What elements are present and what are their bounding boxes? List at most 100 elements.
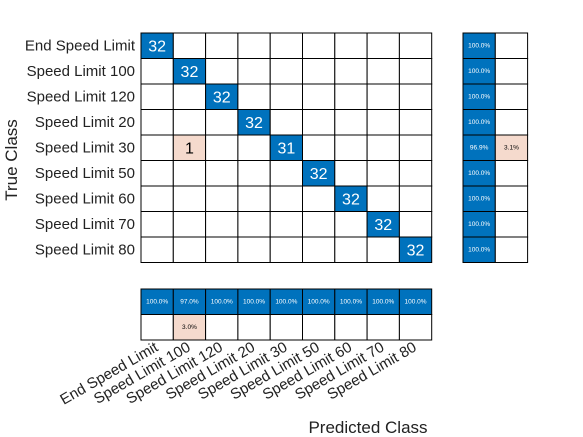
row-summary-value: 100.0% [468,246,490,253]
matrix-cell [398,185,433,212]
matrix-cell [172,236,207,263]
matrix-cell [237,211,271,238]
matrix-cell [140,134,174,161]
matrix-cell [140,32,174,59]
y-tick-label: Speed Limit 20 [35,114,135,131]
column-summary-cell [172,288,207,315]
row-summary-value: 100.0% [468,42,490,49]
row-summary-cell [494,58,529,85]
matrix-cell [302,211,336,238]
matrix-cell [366,160,400,187]
row-summary-value: 100.0% [468,68,490,75]
matrix-cell [140,83,174,110]
matrix-cell [398,58,433,85]
matrix-cell [172,32,207,59]
row-summary-cell [494,32,529,59]
row-summary-cell [462,160,496,187]
matrix-cell-value: 32 [245,115,263,132]
matrix-cell [366,134,400,161]
matrix-cell [237,32,271,59]
y-tick-label: Speed Limit 100 [27,63,135,80]
row-summary-cell [462,109,496,136]
column-summary-cell [398,314,433,341]
y-tick-label: Speed Limit 120 [27,88,135,105]
row-summary-cell [462,58,496,85]
column-summary-value: 100.0% [405,298,427,305]
matrix-cell [334,160,368,187]
matrix-cell [366,32,400,59]
row-summary-cell [462,236,496,263]
matrix-cell [205,236,239,263]
y-axis-label: True Class [2,119,21,201]
column-summary-cell [237,314,271,341]
matrix-cell [205,58,239,85]
matrix-cell [172,160,207,187]
matrix-cell [140,211,174,238]
column-summary-value: 100.0% [340,298,362,305]
column-summary-value: 100.0% [146,298,168,305]
column-summary-cell [334,288,368,315]
row-summary-cell [494,134,529,161]
matrix-cell [140,109,174,136]
matrix-cell [269,32,304,59]
column-summary-cell [302,314,336,341]
matrix-cell [302,236,336,263]
matrix-cell [302,109,336,136]
matrix-cell [172,185,207,212]
matrix-cell [269,83,304,110]
matrix-cell [140,58,174,85]
matrix-cell [398,109,433,136]
matrix-cell-value: 32 [310,166,328,183]
row-summary-value: 100.0% [468,119,490,126]
column-summary-value: 97.0% [180,298,199,305]
matrix-cell [172,211,207,238]
matrix-cell [302,134,336,161]
matrix-cell [366,236,400,263]
y-tick-label: End Speed Limit [25,37,136,54]
row-summary-cell [494,83,529,110]
matrix-cell [334,134,368,161]
row-summary-cell [494,160,529,187]
matrix-cell [366,83,400,110]
matrix-cell [237,236,271,263]
matrix-cell [172,83,207,110]
matrix-cell [269,58,304,85]
matrix-cell [205,160,239,187]
matrix-cell [237,185,271,212]
row-summary-cell [494,236,529,263]
matrix-cell [398,211,433,238]
column-summary-cell [366,314,400,341]
row-summary-cell [494,211,529,238]
column-summary-cell [398,288,433,315]
matrix-cell [302,83,336,110]
matrix-cell [334,32,368,59]
row-summary-value: 100.0% [468,195,490,202]
matrix-cell [398,134,433,161]
column-summary-cell [334,314,368,341]
matrix-cell [334,58,368,85]
matrix-cell [237,160,271,187]
row-summary-cell [462,211,496,238]
column-summary-value: 100.0% [243,298,265,305]
matrix-cell [398,83,433,110]
matrix-cell [140,185,174,212]
matrix-cell [302,58,336,85]
matrix-cell [205,32,239,59]
matrix-cell [398,32,433,59]
matrix-cell [302,185,336,212]
matrix-cell-value: 32 [148,38,166,55]
matrix-cell [366,109,400,136]
column-summary-cell [205,288,239,315]
row-summary-value: 100.0% [468,221,490,228]
row-summary-grid: 100.0% 100.0% 100.0% 100.0% 96.9% 3.1% 100.0% 1… [462,32,529,263]
column-summary-cell [205,314,239,341]
matrix-cell [237,83,271,110]
matrix-cell-value: 32 [342,191,360,208]
matrix-cell [237,58,271,85]
confusion-matrix-grid: 32 32 32 32 1 31 32 32 32 32 [140,32,433,263]
row-summary-value: 3.1% [504,144,519,151]
matrix-cell [334,83,368,110]
matrix-cell [269,236,304,263]
matrix-cell [205,211,239,238]
